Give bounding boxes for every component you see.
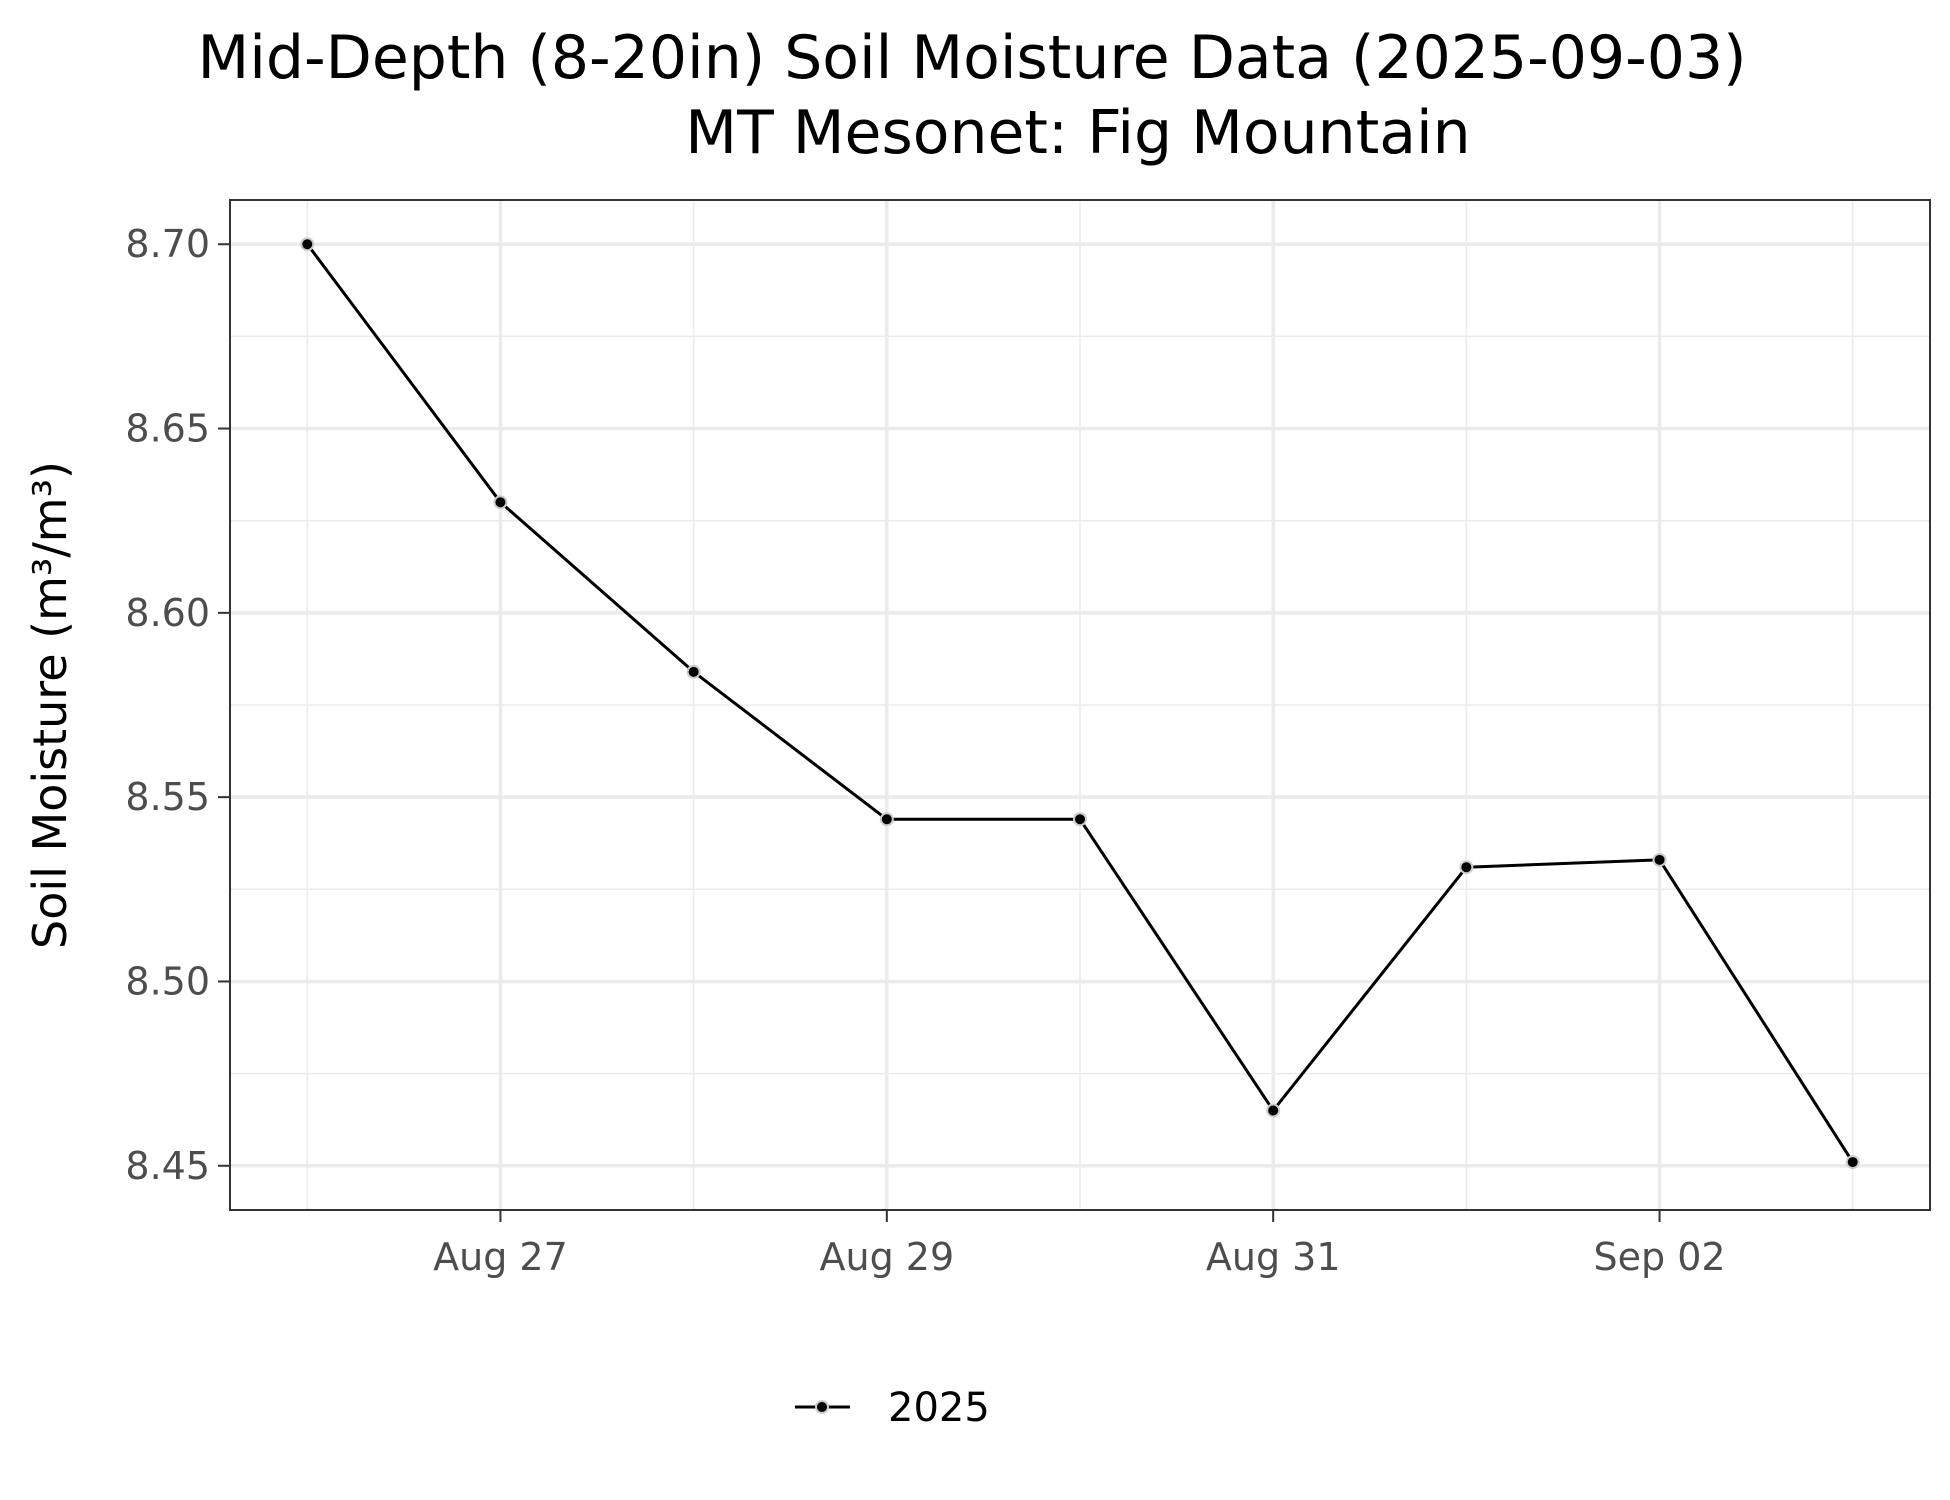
- series-layer: [300, 237, 1860, 1170]
- x-tick-label: Aug 29: [819, 1235, 954, 1279]
- y-tick-label: 8.45: [125, 1144, 210, 1188]
- legend: 2025: [795, 1385, 990, 1431]
- data-point: [300, 237, 315, 252]
- legend-key-point: [815, 1400, 829, 1414]
- data-point: [1073, 812, 1087, 827]
- x-tick-label: Aug 31: [1206, 1235, 1341, 1279]
- data-point: [1652, 852, 1667, 867]
- plot-panel-border: [229, 199, 1931, 1211]
- x-tick-label: Aug 27: [433, 1235, 568, 1279]
- y-tick-label: 8.65: [125, 407, 210, 451]
- x-axis-ticks: Aug 27 Aug 29 Aug 31 Sep 02: [433, 1210, 1726, 1279]
- data-point: [879, 812, 894, 827]
- y-tick-label: 8.60: [125, 591, 210, 635]
- chart-subtitle: MT Mesonet: Fig Mountain: [685, 98, 1470, 168]
- y-axis-title: Soil Moisture (m³/m³): [23, 461, 77, 949]
- x-tick-label: Sep 02: [1594, 1235, 1726, 1279]
- data-point: [493, 495, 508, 510]
- y-tick-label: 8.55: [125, 775, 210, 819]
- chart-title: Mid-Depth (8-20in) Soil Moisture Data (2…: [197, 23, 1746, 93]
- y-tick-label: 8.50: [125, 959, 210, 1003]
- y-tick-label: 8.70: [125, 222, 210, 266]
- data-point: [1459, 860, 1474, 875]
- data-point: [1266, 1103, 1281, 1118]
- legend-label: 2025: [888, 1385, 990, 1431]
- y-axis-ticks: 8.45 8.50 8.55 8.60 8.65 8.70: [125, 222, 230, 1188]
- grid: [230, 200, 1930, 1210]
- data-point: [1845, 1155, 1860, 1170]
- data-point: [686, 664, 701, 679]
